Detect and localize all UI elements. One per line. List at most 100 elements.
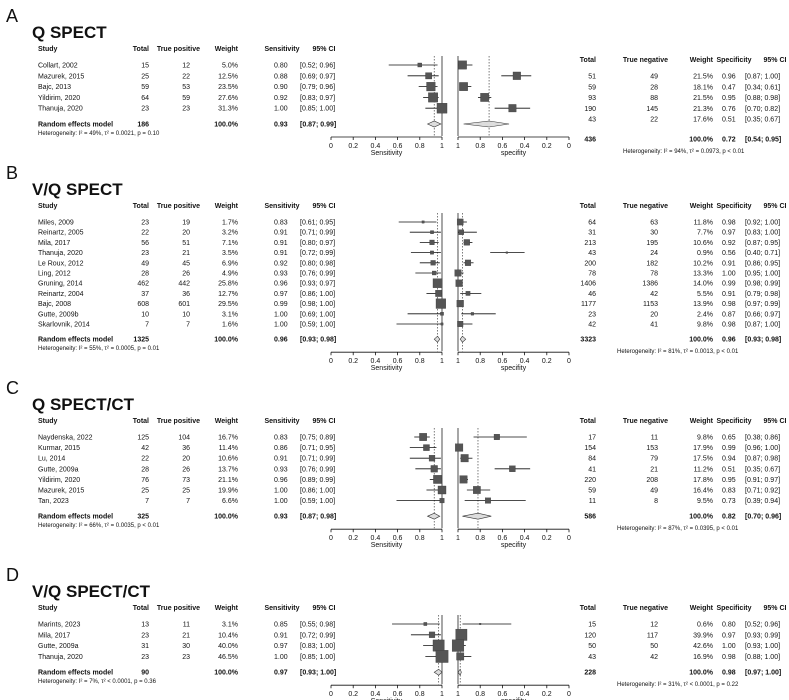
panel-a: A Q SPECT Study Total True positive Weight Sen… xyxy=(6,6,787,157)
study-specificity-ci: [0.34; 0.61] xyxy=(745,84,780,91)
heterogeneity-specificity: Heterogeneity: I² = 31%, τ² < 0.0001, p … xyxy=(617,682,739,688)
study-weight: 29.5% xyxy=(218,301,238,308)
study-true-negative: 50 xyxy=(650,643,658,650)
spec-axis-label: specifity xyxy=(501,542,527,549)
spec-point xyxy=(458,60,467,70)
sens-point xyxy=(433,475,442,484)
study-specificity: 0.91 xyxy=(722,291,736,298)
study-specificity-ci: [0.35; 0.67] xyxy=(745,466,780,473)
sens-tick-label: 0.8 xyxy=(415,535,425,542)
spec-tick-label: 0.4 xyxy=(520,358,530,365)
header-weight: Weight xyxy=(215,418,239,425)
spec-point xyxy=(456,300,464,308)
spec-summary-diamond xyxy=(459,335,467,343)
study-sensitivity-ci: [0.59; 1.00] xyxy=(300,498,335,505)
summary-specificity-ci: [0.54; 0.95] xyxy=(745,137,781,144)
summary-weight: 100.0% xyxy=(214,514,239,521)
study-total-right: 42 xyxy=(588,322,596,329)
header-total: Total xyxy=(133,418,149,425)
sens-axis-label: Sensitivity xyxy=(371,698,403,700)
study-sensitivity: 0.83 xyxy=(274,435,288,442)
summary-sensitivity-ci: [0.87; 0.99] xyxy=(300,122,336,129)
study-total: 31 xyxy=(141,643,149,650)
header-ci: 95% CI xyxy=(313,203,336,210)
spec-tick-label: 0 xyxy=(567,535,571,542)
study-weight: 3.1% xyxy=(222,622,238,629)
study-weight: 11.4% xyxy=(219,445,238,452)
sens-tick-label: 1 xyxy=(440,143,444,150)
sens-point xyxy=(423,444,430,451)
study-true-negative: 88 xyxy=(650,95,658,102)
study-weight: 7.1% xyxy=(222,240,238,247)
summary-total: 1325 xyxy=(133,337,149,344)
header-ci: 95% CI xyxy=(313,46,336,53)
study-total-right: 43 xyxy=(588,250,596,257)
study-total-right: 154 xyxy=(584,445,596,452)
study-weight-right: 42.6% xyxy=(693,643,713,650)
study-true-negative: 11 xyxy=(651,435,658,442)
sens-axis-label: Sensitivity xyxy=(371,365,403,372)
study-specificity-ci: [0.86; 0.95] xyxy=(745,260,780,267)
summary-total: 325 xyxy=(137,514,149,521)
sens-tick-label: 0.4 xyxy=(371,691,381,698)
study-true-positive: 23 xyxy=(182,106,190,113)
study-specificity: 0.94 xyxy=(722,456,736,463)
study-true-negative: 195 xyxy=(646,240,658,247)
study-true-positive: 30 xyxy=(182,643,190,650)
study-weight-right: 39.9% xyxy=(693,632,713,639)
summary-specificity-ci: [0.70; 0.96] xyxy=(745,514,781,521)
sens-tick-label: 0.8 xyxy=(415,691,425,698)
study-weight-right: 18.1% xyxy=(693,84,713,91)
panel-c: C Q SPECT/CT Study Total True positive Weight… xyxy=(6,378,787,549)
spec-point xyxy=(464,259,472,266)
panel-letter: B xyxy=(6,163,18,183)
study-weight-right: 13.3% xyxy=(693,271,713,278)
spec-tick-label: 0 xyxy=(567,358,571,365)
study-true-negative: 49 xyxy=(650,488,658,495)
header-ci-right: 95% CI xyxy=(764,57,787,64)
study-specificity-ci: [0.96; 1.00] xyxy=(745,445,780,452)
header-total: Total xyxy=(133,203,149,210)
study-true-positive: 23 xyxy=(182,654,190,661)
study-true-negative: 21 xyxy=(650,466,658,473)
study-sensitivity-ci: [0.86; 1.00] xyxy=(300,488,335,495)
study-total-right: 41 xyxy=(588,466,596,473)
spec-point xyxy=(459,82,468,91)
summary-weight-right: 100.0% xyxy=(689,337,714,344)
header-ci-right: 95% CI xyxy=(764,203,787,210)
study-name: Thanuja, 2020 xyxy=(38,250,83,257)
study-specificity-ci: [0.87; 1.00] xyxy=(745,74,780,81)
spec-tick-label: 0.2 xyxy=(542,535,552,542)
spec-tick-label: 0.6 xyxy=(498,691,508,698)
header-total-right: Total xyxy=(580,203,596,210)
spec-tick-label: 1 xyxy=(456,691,460,698)
study-true-negative: 20 xyxy=(650,311,658,318)
sens-point xyxy=(435,298,446,309)
spec-tick-label: 0 xyxy=(567,691,571,698)
study-specificity-ci: [0.97; 0.99] xyxy=(745,301,780,308)
study-weight: 5.0% xyxy=(222,63,238,70)
study-true-negative: 117 xyxy=(647,632,658,639)
study-total: 64 xyxy=(141,95,149,102)
panel-letter: C xyxy=(6,378,19,398)
header-true-positive: True positive xyxy=(157,418,200,425)
study-weight-right: 10.6% xyxy=(693,240,713,247)
study-specificity-ci: [0.35; 0.67] xyxy=(745,117,780,124)
study-specificity: 0.98 xyxy=(722,322,736,329)
sens-point xyxy=(421,220,425,224)
study-sensitivity-ci: [0.52; 0.96] xyxy=(300,63,335,70)
study-weight: 16.7% xyxy=(218,435,238,442)
study-weight: 12.7% xyxy=(218,291,238,298)
study-name: Bajc, 2008 xyxy=(38,301,71,308)
header-study: Study xyxy=(38,418,58,425)
study-sensitivity: 0.97 xyxy=(274,291,288,298)
study-weight-right: 16.4% xyxy=(693,488,713,495)
summary-sensitivity: 0.93 xyxy=(274,514,288,521)
study-name: Thanuja, 2020 xyxy=(38,654,83,661)
spec-point xyxy=(460,454,469,463)
study-sensitivity: 0.88 xyxy=(274,73,288,80)
study-specificity: 0.65 xyxy=(722,435,736,442)
study-specificity: 1.00 xyxy=(722,643,736,650)
study-sensitivity: 0.90 xyxy=(274,84,288,91)
sens-tick-label: 0.2 xyxy=(348,691,358,698)
